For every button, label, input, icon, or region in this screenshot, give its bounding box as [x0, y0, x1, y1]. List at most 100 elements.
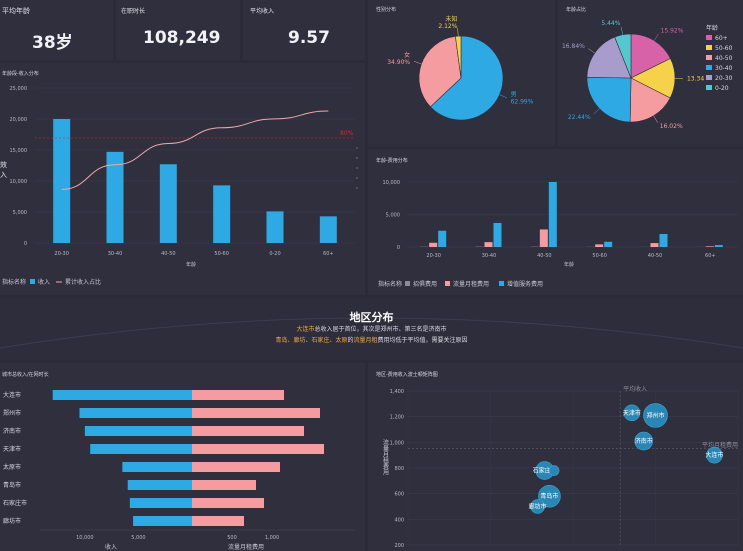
- cost-bar[interactable]: [484, 242, 493, 247]
- cost-bar[interactable]: [650, 243, 659, 247]
- fee-bar[interactable]: [192, 390, 284, 400]
- panel-title: 城市总收入/在网时长: [2, 372, 49, 378]
- bubble-point[interactable]: [634, 431, 654, 451]
- fee-bar[interactable]: [192, 462, 280, 472]
- income-bar[interactable]: [266, 211, 284, 243]
- income-bar[interactable]: [52, 390, 192, 400]
- x-tick-label: 1,000: [265, 535, 279, 541]
- ref-label: 平均收入: [623, 385, 647, 393]
- label-leader: [457, 28, 459, 37]
- legend-label[interactable]: 增值服务费用: [507, 280, 543, 288]
- bubble-point[interactable]: [623, 404, 641, 422]
- income-bar[interactable]: [127, 480, 192, 490]
- cost-bar[interactable]: [604, 241, 613, 247]
- label-leader: [653, 115, 658, 123]
- bubble-point[interactable]: [530, 499, 545, 514]
- cost-bar[interactable]: [595, 244, 604, 247]
- fee-bar[interactable]: [192, 426, 304, 436]
- legend-label[interactable]: 20-30: [715, 75, 733, 82]
- cost-bar[interactable]: [438, 230, 447, 247]
- slice-value: 5.44%: [601, 20, 620, 27]
- income-bar[interactable]: [213, 185, 231, 243]
- pie-slice[interactable]: [630, 33, 671, 79]
- legend-label[interactable]: 流量月租费用: [453, 280, 489, 288]
- cost-bar[interactable]: [714, 245, 723, 247]
- city-label: 郑州市: [3, 409, 21, 417]
- fee-bar[interactable]: [192, 480, 256, 490]
- x-tick-label: 500: [227, 535, 237, 541]
- income-bar[interactable]: [133, 516, 192, 526]
- cumulative-share-line: [61, 110, 329, 190]
- kpi-label: 平均收入: [250, 8, 275, 15]
- x-tick-label: 10,000: [76, 535, 94, 541]
- axis-xlabel: 年龄: [186, 261, 196, 268]
- label-leader: [588, 48, 595, 54]
- cost-bar[interactable]: [539, 229, 548, 247]
- y-tick-label: 20,000: [10, 117, 28, 123]
- slice-value: 62.99%: [511, 98, 534, 105]
- bubble-point[interactable]: [548, 465, 560, 476]
- y-tick-label: 5,000: [13, 210, 27, 216]
- y-tick-label: 400: [394, 517, 404, 523]
- cost-bar[interactable]: [429, 242, 438, 247]
- target-label: 80%: [340, 130, 354, 137]
- region-bubble-panel: 地区-费用收入波士顿矩阵图 200 400 600 800 1,000 1,200 1,40…: [368, 363, 743, 551]
- income-bar[interactable]: [319, 216, 337, 243]
- slice-value: 34.90%: [387, 59, 410, 66]
- cost-bar[interactable]: [659, 234, 668, 247]
- pie-slice[interactable]: [586, 77, 632, 123]
- pie-slice[interactable]: [455, 35, 462, 79]
- kpi-card-avg-income: 平均收入 9.57: [243, 0, 365, 60]
- cost-by-age-panel: 年龄-费用分布 0 5,000 10,000 20-30 30-40 40-50 50-60…: [368, 149, 743, 295]
- fee-bar[interactable]: [192, 498, 264, 508]
- income-bar[interactable]: [129, 498, 192, 508]
- cost-bar[interactable]: [705, 246, 714, 247]
- bubble-point[interactable]: [706, 446, 723, 464]
- bubble-point[interactable]: [643, 403, 668, 428]
- y-tick-label: 15,000: [10, 148, 28, 154]
- fee-bar[interactable]: [192, 444, 324, 454]
- cost-bar[interactable]: [548, 182, 557, 247]
- income-bar[interactable]: [90, 444, 192, 454]
- legend-swatch: [706, 75, 712, 80]
- cost-bar[interactable]: [493, 222, 502, 247]
- region-header: [0, 298, 743, 360]
- income-bar[interactable]: [106, 151, 124, 243]
- income-bar[interactable]: [84, 426, 192, 436]
- axis-xlabel: 收入: [105, 543, 117, 551]
- slice-name: 男: [511, 91, 517, 98]
- legend-label[interactable]: 40-50: [715, 55, 733, 62]
- panel-title: 年龄-费用分布: [376, 158, 408, 164]
- legend-label[interactable]: 收入: [38, 278, 50, 286]
- pie-slice[interactable]: [429, 35, 504, 121]
- kpi-value: 9.57: [288, 28, 330, 48]
- fee-bar[interactable]: [192, 516, 244, 526]
- gender-pie: 男62.99% 女34.90% 未知2.12%: [387, 15, 534, 121]
- slice-value: 13.34: [687, 75, 704, 82]
- legend-label[interactable]: 30-40: [715, 65, 733, 72]
- bubble-point[interactable]: [538, 484, 561, 508]
- legend-label: 指标名称: [378, 280, 402, 288]
- legend-title: 年龄: [706, 24, 718, 32]
- legend-label[interactable]: 60+: [715, 35, 728, 42]
- fee-bar[interactable]: [192, 408, 320, 418]
- gender-panel: 性别分布 男 62.99% 女 34.90% 未知 2.12%: [368, 0, 555, 146]
- axis-xlabel: 流量月租费用: [228, 543, 264, 551]
- income-bar[interactable]: [53, 119, 71, 243]
- legend-label[interactable]: 招俱费用: [413, 280, 437, 288]
- pie-slice[interactable]: [418, 36, 462, 108]
- kpi-value: 38岁: [32, 33, 73, 53]
- pie-slice[interactable]: [586, 36, 632, 79]
- legend-label[interactable]: 50-60: [715, 45, 733, 52]
- square-icon: [445, 281, 450, 286]
- x-tick-label: 5,000: [131, 535, 145, 541]
- income-bar[interactable]: [159, 164, 177, 243]
- legend-label[interactable]: 累计收入占比: [65, 278, 101, 286]
- pie-slice[interactable]: [629, 77, 671, 123]
- legend-label[interactable]: 0-20: [715, 85, 729, 92]
- income-bar[interactable]: [122, 462, 192, 472]
- bubble-label: 郑州市: [646, 411, 664, 419]
- x-tick-label: 50-60: [592, 253, 607, 259]
- income-bar[interactable]: [79, 408, 193, 418]
